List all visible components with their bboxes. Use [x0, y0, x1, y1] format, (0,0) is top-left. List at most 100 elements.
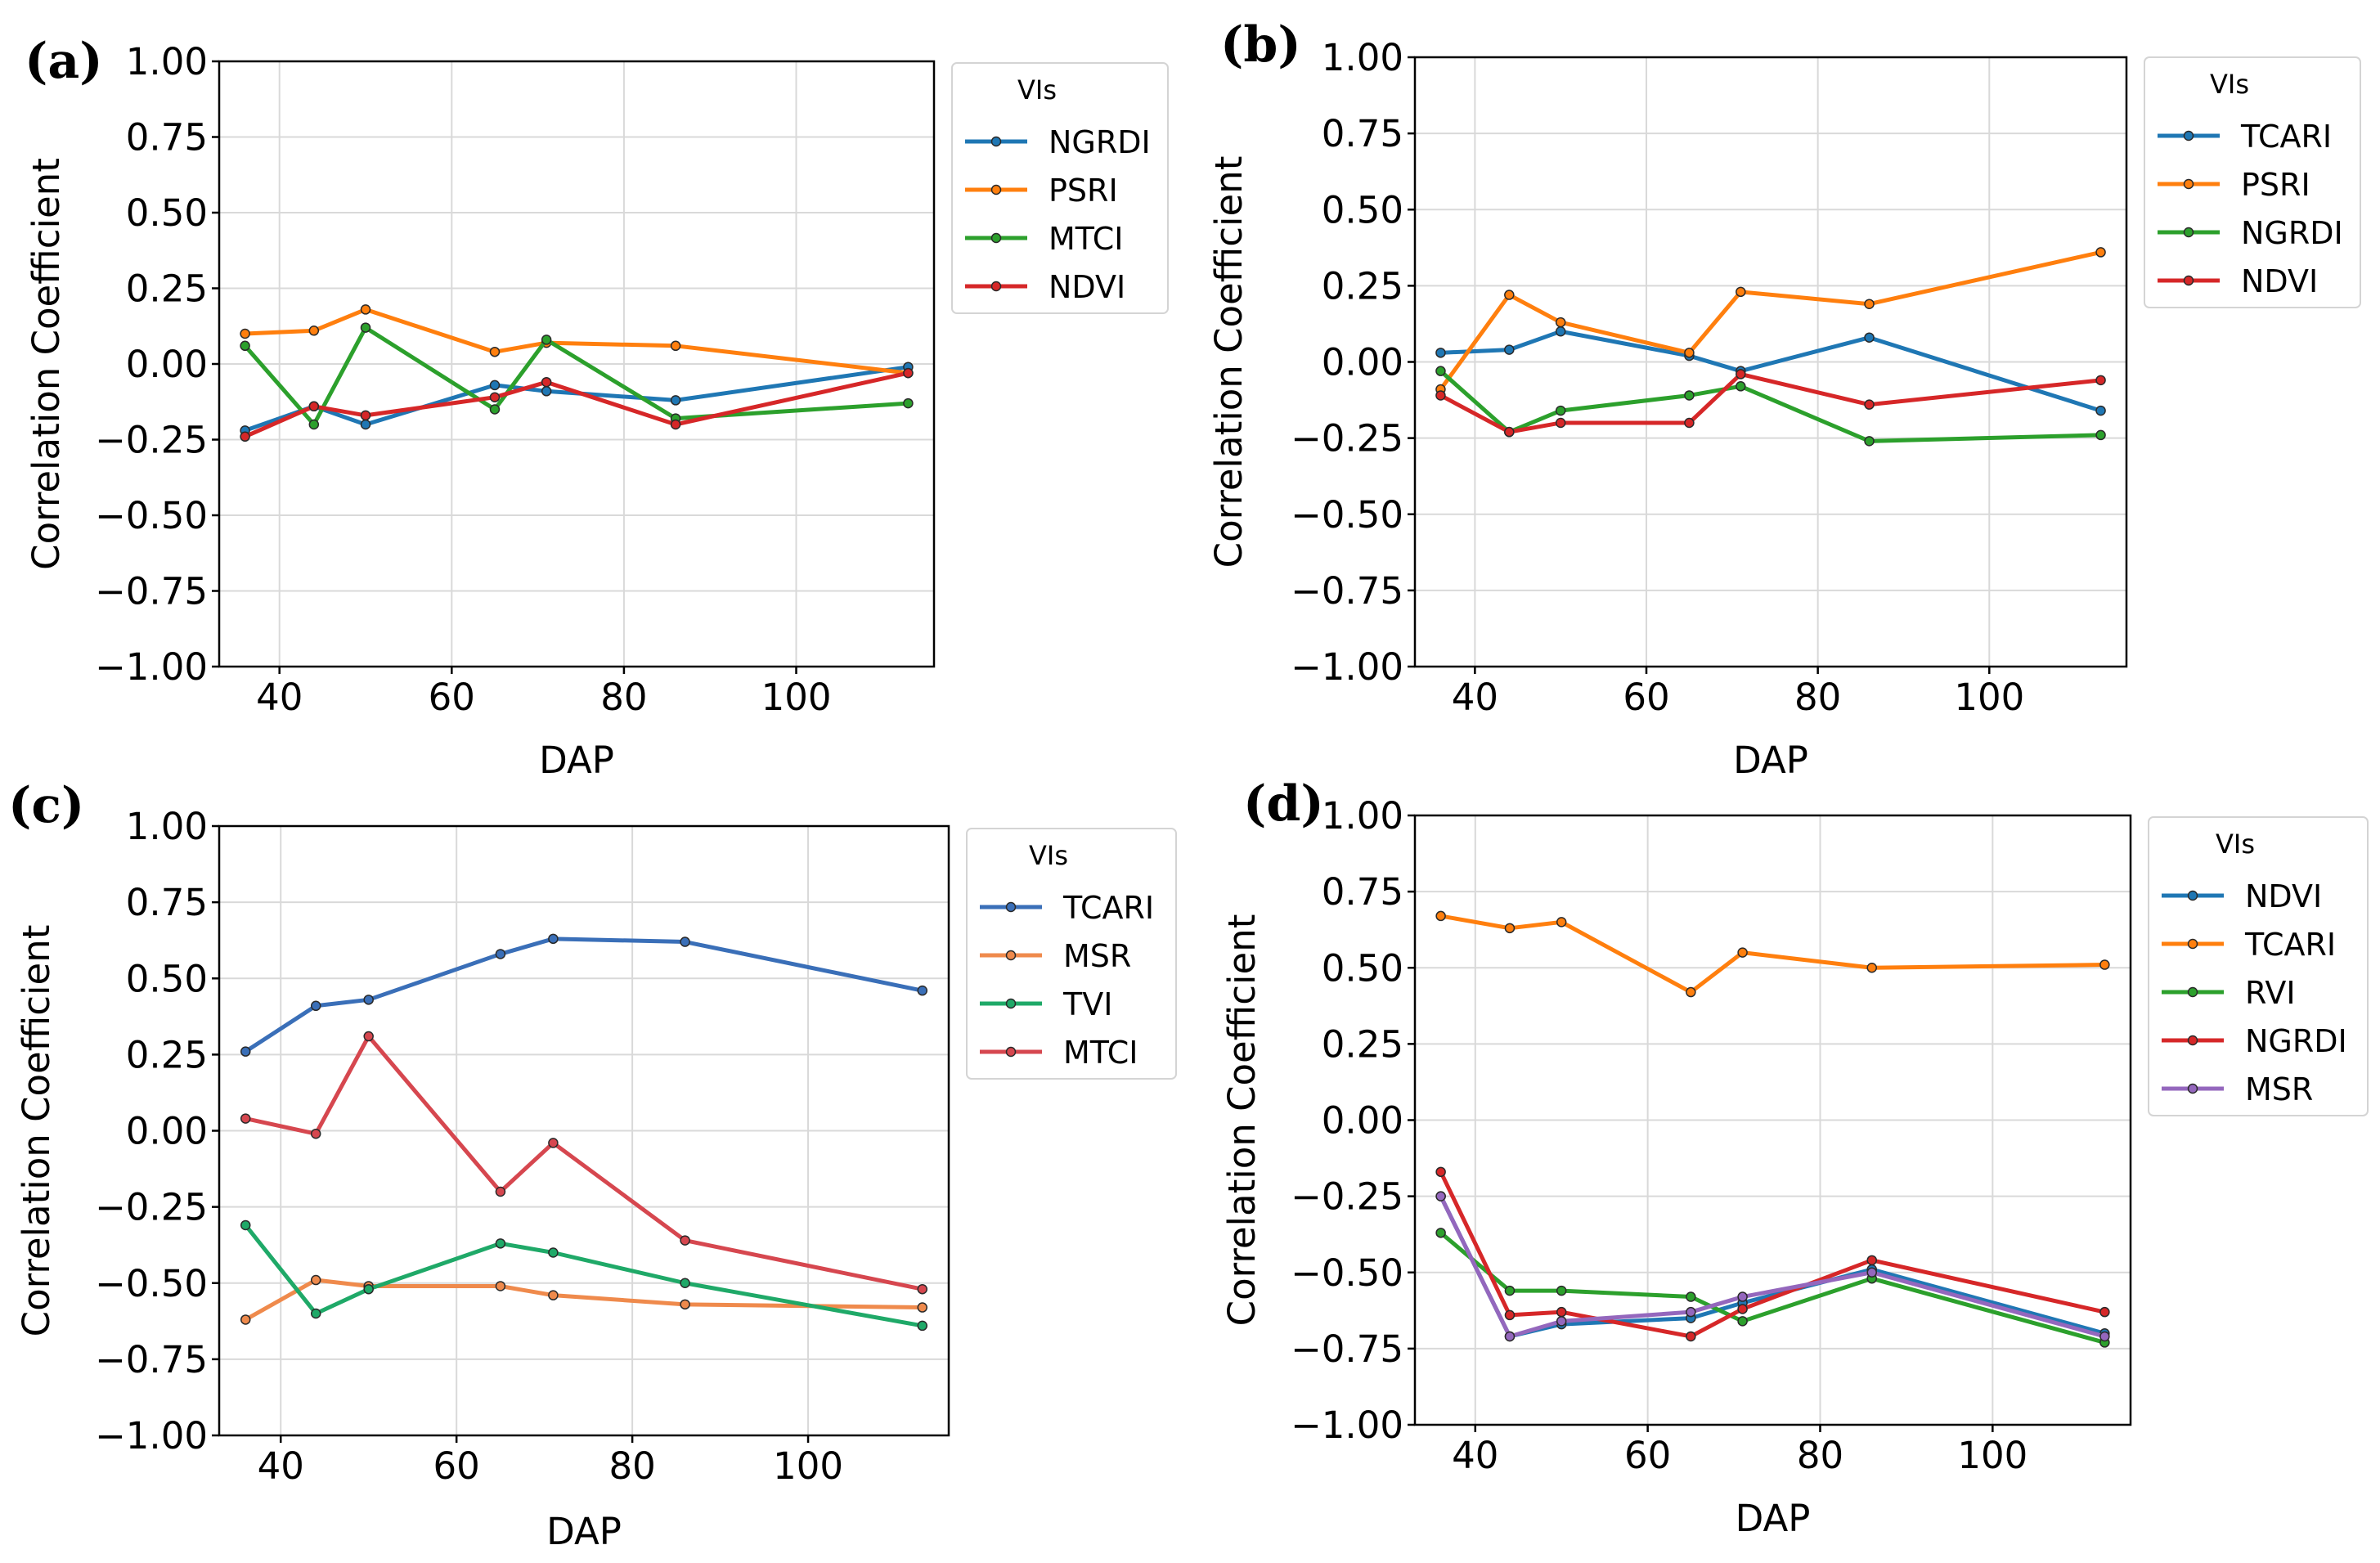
data-point: [1736, 369, 1746, 380]
y-tick-label: −0.75: [95, 1338, 208, 1381]
x-tick-label: 40: [1452, 1434, 1498, 1477]
legend-entry-ngrdi: NGRDI: [2241, 215, 2343, 251]
series-mtci: [240, 1031, 928, 1295]
data-point: [541, 386, 552, 397]
data-point: [363, 1031, 374, 1042]
legend-entry-mtci: MTCI: [1063, 1035, 1138, 1071]
data-point: [1864, 399, 1875, 410]
data-point: [1556, 1306, 1567, 1318]
y-tick-label: 0.75: [126, 116, 208, 159]
data-point: [310, 1308, 321, 1319]
data-point: [2095, 429, 2106, 441]
data-point: [1864, 436, 1875, 447]
data-point: [489, 380, 501, 391]
data-point: [670, 419, 681, 430]
data-point: [1435, 1228, 1446, 1238]
chart-panel-d: (d)1.00 0.75 0.50 0.25 0.00 −0.25 −0.50 −0.75 −1…: [1220, 775, 2369, 1540]
data-point: [917, 1283, 928, 1295]
data-point: [1686, 986, 1696, 998]
data-point: [1504, 923, 1516, 934]
y-tick-label: 0.25: [126, 267, 208, 311]
data-point: [1686, 1306, 1696, 1318]
data-point: [2095, 375, 2106, 386]
data-point: [363, 1283, 374, 1295]
series-psri: [1435, 247, 2106, 395]
data-point: [240, 1314, 251, 1325]
data-point: [310, 1128, 321, 1139]
data-point: [1504, 1331, 1516, 1342]
panel-label: (a): [25, 33, 103, 90]
data-point: [1556, 917, 1567, 927]
data-point: [670, 340, 681, 352]
legend: VIs TCARI PSRI NGRDI NDVI: [2144, 56, 2361, 308]
series-tvi: [240, 1219, 928, 1332]
data-point: [240, 328, 250, 339]
legend-title: VIs: [1017, 74, 1057, 106]
y-tick-label: −0.75: [1291, 1327, 1403, 1371]
y-tick-label: −1.00: [95, 1414, 208, 1457]
data-point: [1504, 1285, 1516, 1296]
legend-swatch-marker: [2183, 130, 2194, 141]
legend-entry-msr: MSR: [1063, 938, 1131, 974]
legend-swatch-marker: [990, 184, 1002, 195]
y-tick-label: 0.50: [126, 191, 208, 235]
data-point: [1504, 290, 1515, 300]
data-point: [240, 1046, 251, 1057]
data-point: [1866, 963, 1877, 973]
data-point: [548, 933, 559, 945]
y-tick-label: 1.00: [126, 805, 208, 848]
data-point: [1504, 344, 1515, 355]
data-point: [1435, 1191, 1446, 1201]
legend-entry-ndvi: NDVI: [1049, 269, 1125, 305]
legend-entry-psri: PSRI: [2241, 167, 2310, 203]
series-ngrdi: [1435, 1166, 2110, 1342]
legend-swatch-marker: [1005, 950, 1017, 961]
x-tick-label: 60: [433, 1444, 480, 1488]
panel-label: (b): [1220, 16, 1301, 74]
y-tick-label: 0.00: [1322, 1099, 1403, 1143]
series-ndvi: [240, 367, 914, 442]
legend-frame: [951, 62, 1169, 314]
data-point: [363, 995, 374, 1005]
data-point: [1555, 417, 1566, 429]
data-point: [1686, 1331, 1696, 1342]
chart-panel-a: (a) 1.00 0.75 0.50 0.25 0.00 −0.25 −0.50 −0.75 −1…: [25, 33, 1169, 782]
data-point: [2099, 1306, 2110, 1318]
legend-swatch-marker: [990, 281, 1002, 292]
legend-entry-ngrdi: NGRDI: [1049, 124, 1151, 160]
data-point: [1435, 348, 1446, 358]
y-tick-label: 1.00: [126, 40, 208, 83]
legend-entry-ngrdi: NGRDI: [2245, 1023, 2347, 1059]
data-point: [489, 404, 501, 415]
data-point: [308, 401, 320, 412]
chart-panel-c: (c) 1.00 0.75 0.50 0.25 0.00 −0.25 −0.50 −0.75 −1…: [8, 777, 1177, 1553]
legend: VIs TCARI MSR TVI MTCI: [966, 828, 1177, 1080]
series-tcari: [240, 933, 928, 1057]
y-tick-label: −0.25: [95, 1186, 208, 1229]
data-point: [548, 1247, 559, 1258]
legend-swatch-marker: [1005, 1046, 1017, 1058]
y-tick-label: 0.25: [1322, 1022, 1403, 1066]
data-point: [1435, 366, 1446, 376]
legend-swatch-marker: [1005, 901, 1017, 913]
data-point: [2095, 247, 2106, 258]
x-tick-label: 80: [600, 676, 647, 719]
data-point: [240, 431, 250, 442]
y-axis-title: Correlation Coefficient: [15, 925, 58, 1337]
y-tick-label: 0.00: [126, 343, 208, 386]
data-point: [360, 419, 371, 430]
data-point: [917, 985, 928, 996]
legend-entry-ndvi: NDVI: [2241, 263, 2318, 299]
legend-entry-mtci: MTCI: [1049, 221, 1124, 257]
x-axis-title: DAP: [539, 739, 614, 782]
legend-entry-tcari: TCARI: [2240, 119, 2332, 155]
y-tick-label: −0.50: [95, 1262, 208, 1305]
data-point: [1504, 1309, 1516, 1321]
legend-entry-tcari: TCARI: [2244, 927, 2336, 963]
data-point: [1435, 390, 1446, 401]
y-tick-label: 1.00: [1322, 794, 1403, 838]
legend-entry-rvi: RVI: [2245, 975, 2296, 1011]
data-point: [1435, 910, 1446, 922]
data-point: [1684, 417, 1695, 429]
y-tick-label: 0.00: [126, 1110, 208, 1153]
